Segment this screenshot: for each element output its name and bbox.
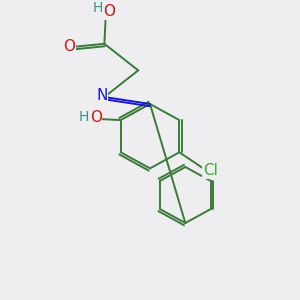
Text: O: O <box>90 110 102 125</box>
Text: H: H <box>79 110 89 124</box>
Text: O: O <box>63 39 75 54</box>
Text: H: H <box>92 1 103 15</box>
Text: Cl: Cl <box>203 163 218 178</box>
Text: O: O <box>103 4 115 19</box>
Text: N: N <box>96 88 108 104</box>
